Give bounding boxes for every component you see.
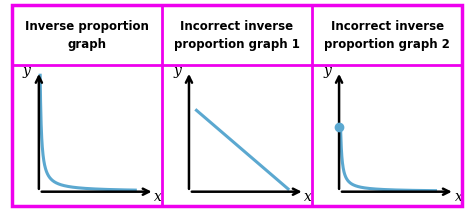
Text: y: y <box>173 64 181 78</box>
Text: Inverse proportion
graph: Inverse proportion graph <box>25 20 149 51</box>
Text: x: x <box>455 190 462 204</box>
Text: x: x <box>304 190 312 204</box>
Text: Incorrect inverse
proportion graph 2: Incorrect inverse proportion graph 2 <box>324 20 450 51</box>
Text: Incorrect inverse
proportion graph 1: Incorrect inverse proportion graph 1 <box>174 20 300 51</box>
Text: y: y <box>323 64 331 78</box>
Text: y: y <box>23 64 31 78</box>
Text: x: x <box>154 190 162 204</box>
